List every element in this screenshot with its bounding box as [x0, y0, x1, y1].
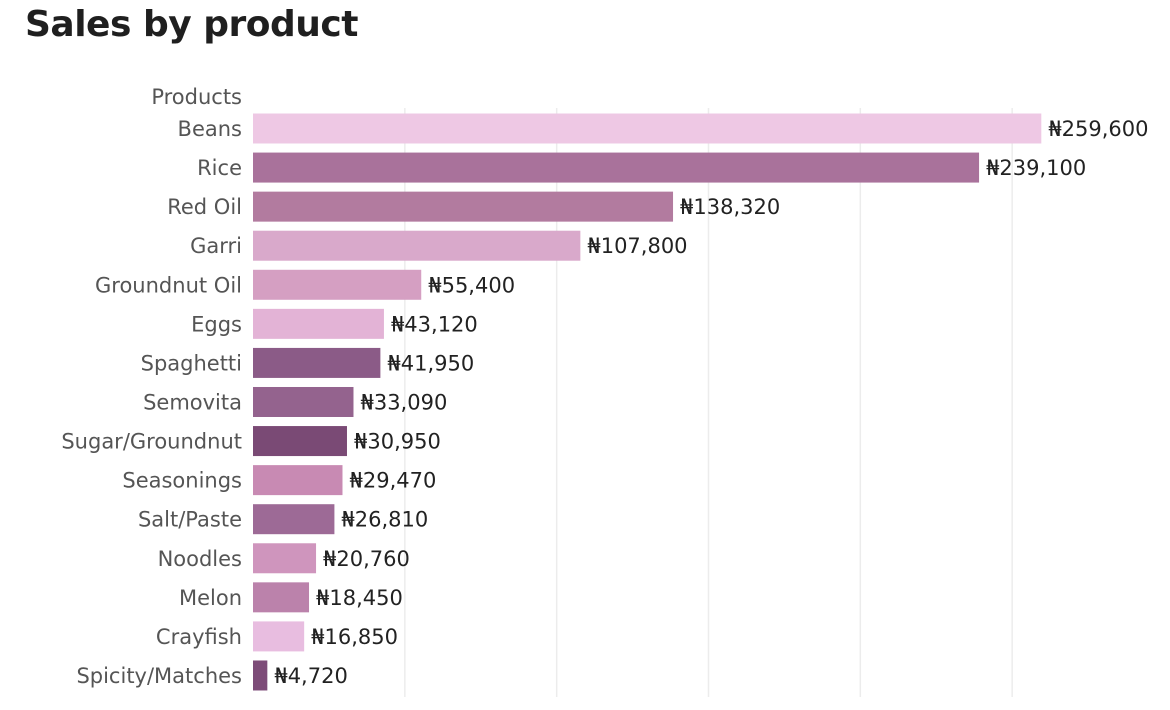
category-label: Eggs — [191, 312, 242, 336]
value-label: ₦26,810 — [341, 508, 428, 532]
bar[interactable] — [253, 347, 381, 378]
value-label: ₦29,470 — [349, 469, 436, 493]
bar[interactable] — [253, 621, 305, 652]
bar[interactable] — [253, 230, 581, 261]
value-label: ₦16,850 — [311, 625, 398, 649]
value-label: ₦107,800 — [587, 234, 687, 258]
category-label: Red Oil — [167, 195, 242, 219]
category-label: Crayfish — [156, 625, 242, 649]
bar[interactable] — [253, 504, 335, 535]
bar[interactable] — [253, 269, 422, 300]
value-label: ₦239,100 — [986, 156, 1086, 180]
category-label: Garri — [190, 234, 242, 258]
category-label: Melon — [179, 586, 242, 610]
value-label: ₦138,320 — [680, 195, 780, 219]
bar[interactable] — [253, 582, 310, 613]
category-label: Rice — [197, 156, 242, 180]
category-label: Spicity/Matches — [76, 664, 242, 688]
value-label: ₦33,090 — [360, 390, 447, 414]
bar[interactable] — [253, 543, 317, 574]
category-label: Beans — [178, 117, 242, 141]
category-label: Semovita — [143, 390, 242, 414]
value-label: ₦20,760 — [323, 547, 410, 571]
value-label: ₦43,120 — [391, 312, 478, 336]
value-label: ₦18,450 — [316, 586, 403, 610]
bars: Beans ₦259,600 Rice ₦239,100 Red Oil ₦138,320… — [61, 113, 1149, 691]
category-label: Groundnut Oil — [95, 273, 242, 297]
category-label: Seasonings — [122, 469, 242, 493]
category-label: Spaghetti — [141, 351, 242, 375]
value-label: ₦259,600 — [1048, 117, 1148, 141]
bar[interactable] — [253, 152, 980, 183]
bar[interactable] — [253, 386, 354, 417]
bar[interactable] — [253, 426, 347, 457]
bar[interactable] — [253, 465, 343, 496]
value-label: ₦4,720 — [274, 664, 347, 688]
bar[interactable] — [253, 113, 1042, 144]
bar[interactable] — [253, 191, 674, 222]
bar[interactable] — [253, 660, 268, 691]
category-label: Noodles — [158, 547, 242, 571]
category-label: Sugar/Groundnut — [61, 430, 242, 454]
value-label: ₦41,950 — [387, 351, 474, 375]
y-axis-title: Products — [151, 85, 242, 109]
value-label: ₦55,400 — [428, 273, 515, 297]
value-label: ₦30,950 — [354, 430, 441, 454]
chart-title: Sales by product — [25, 4, 358, 45]
bar[interactable] — [253, 308, 384, 339]
category-label: Salt/Paste — [138, 508, 242, 532]
